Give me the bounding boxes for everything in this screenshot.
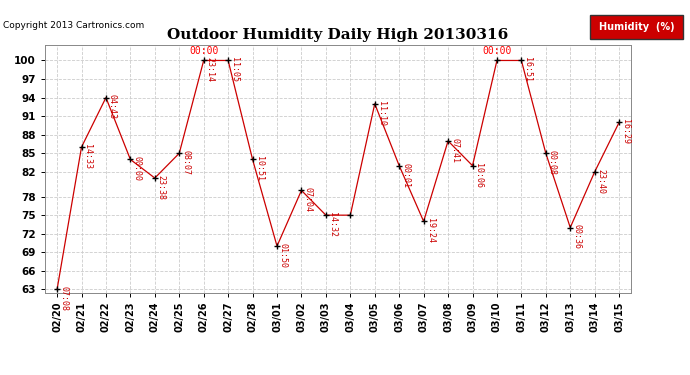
Text: 04:43: 04:43 (108, 94, 117, 120)
Text: 23:40: 23:40 (597, 169, 606, 194)
Title: Outdoor Humidity Daily High 20130316: Outdoor Humidity Daily High 20130316 (168, 28, 509, 42)
Text: Copyright 2013 Cartronics.com: Copyright 2013 Cartronics.com (3, 21, 145, 30)
Text: 16:51: 16:51 (523, 57, 533, 82)
Text: 14:32: 14:32 (328, 212, 337, 237)
Text: 01:50: 01:50 (279, 243, 288, 268)
Text: Humidity  (%): Humidity (%) (599, 22, 674, 32)
Text: 16:29: 16:29 (621, 119, 630, 144)
Text: 00:36: 00:36 (572, 224, 581, 249)
Text: 23:38: 23:38 (157, 175, 166, 200)
Text: 00:01: 00:01 (401, 163, 410, 188)
Text: 14:33: 14:33 (83, 144, 92, 169)
Text: 07:41: 07:41 (450, 138, 459, 163)
Text: 19:24: 19:24 (426, 218, 435, 243)
Text: 00:00: 00:00 (189, 45, 218, 56)
Text: 00:00: 00:00 (482, 45, 511, 56)
Text: 11:05: 11:05 (230, 57, 239, 82)
Text: 23:14: 23:14 (206, 57, 215, 82)
Text: 07:08: 07:08 (59, 286, 68, 311)
Text: 00:08: 00:08 (548, 150, 557, 175)
Text: 00:00: 00:00 (132, 156, 141, 182)
Text: 08:07: 08:07 (181, 150, 190, 175)
Text: 10:06: 10:06 (475, 163, 484, 188)
Text: 10:51: 10:51 (255, 156, 264, 182)
Text: 07:04: 07:04 (304, 188, 313, 212)
Text: 11:10: 11:10 (377, 101, 386, 126)
